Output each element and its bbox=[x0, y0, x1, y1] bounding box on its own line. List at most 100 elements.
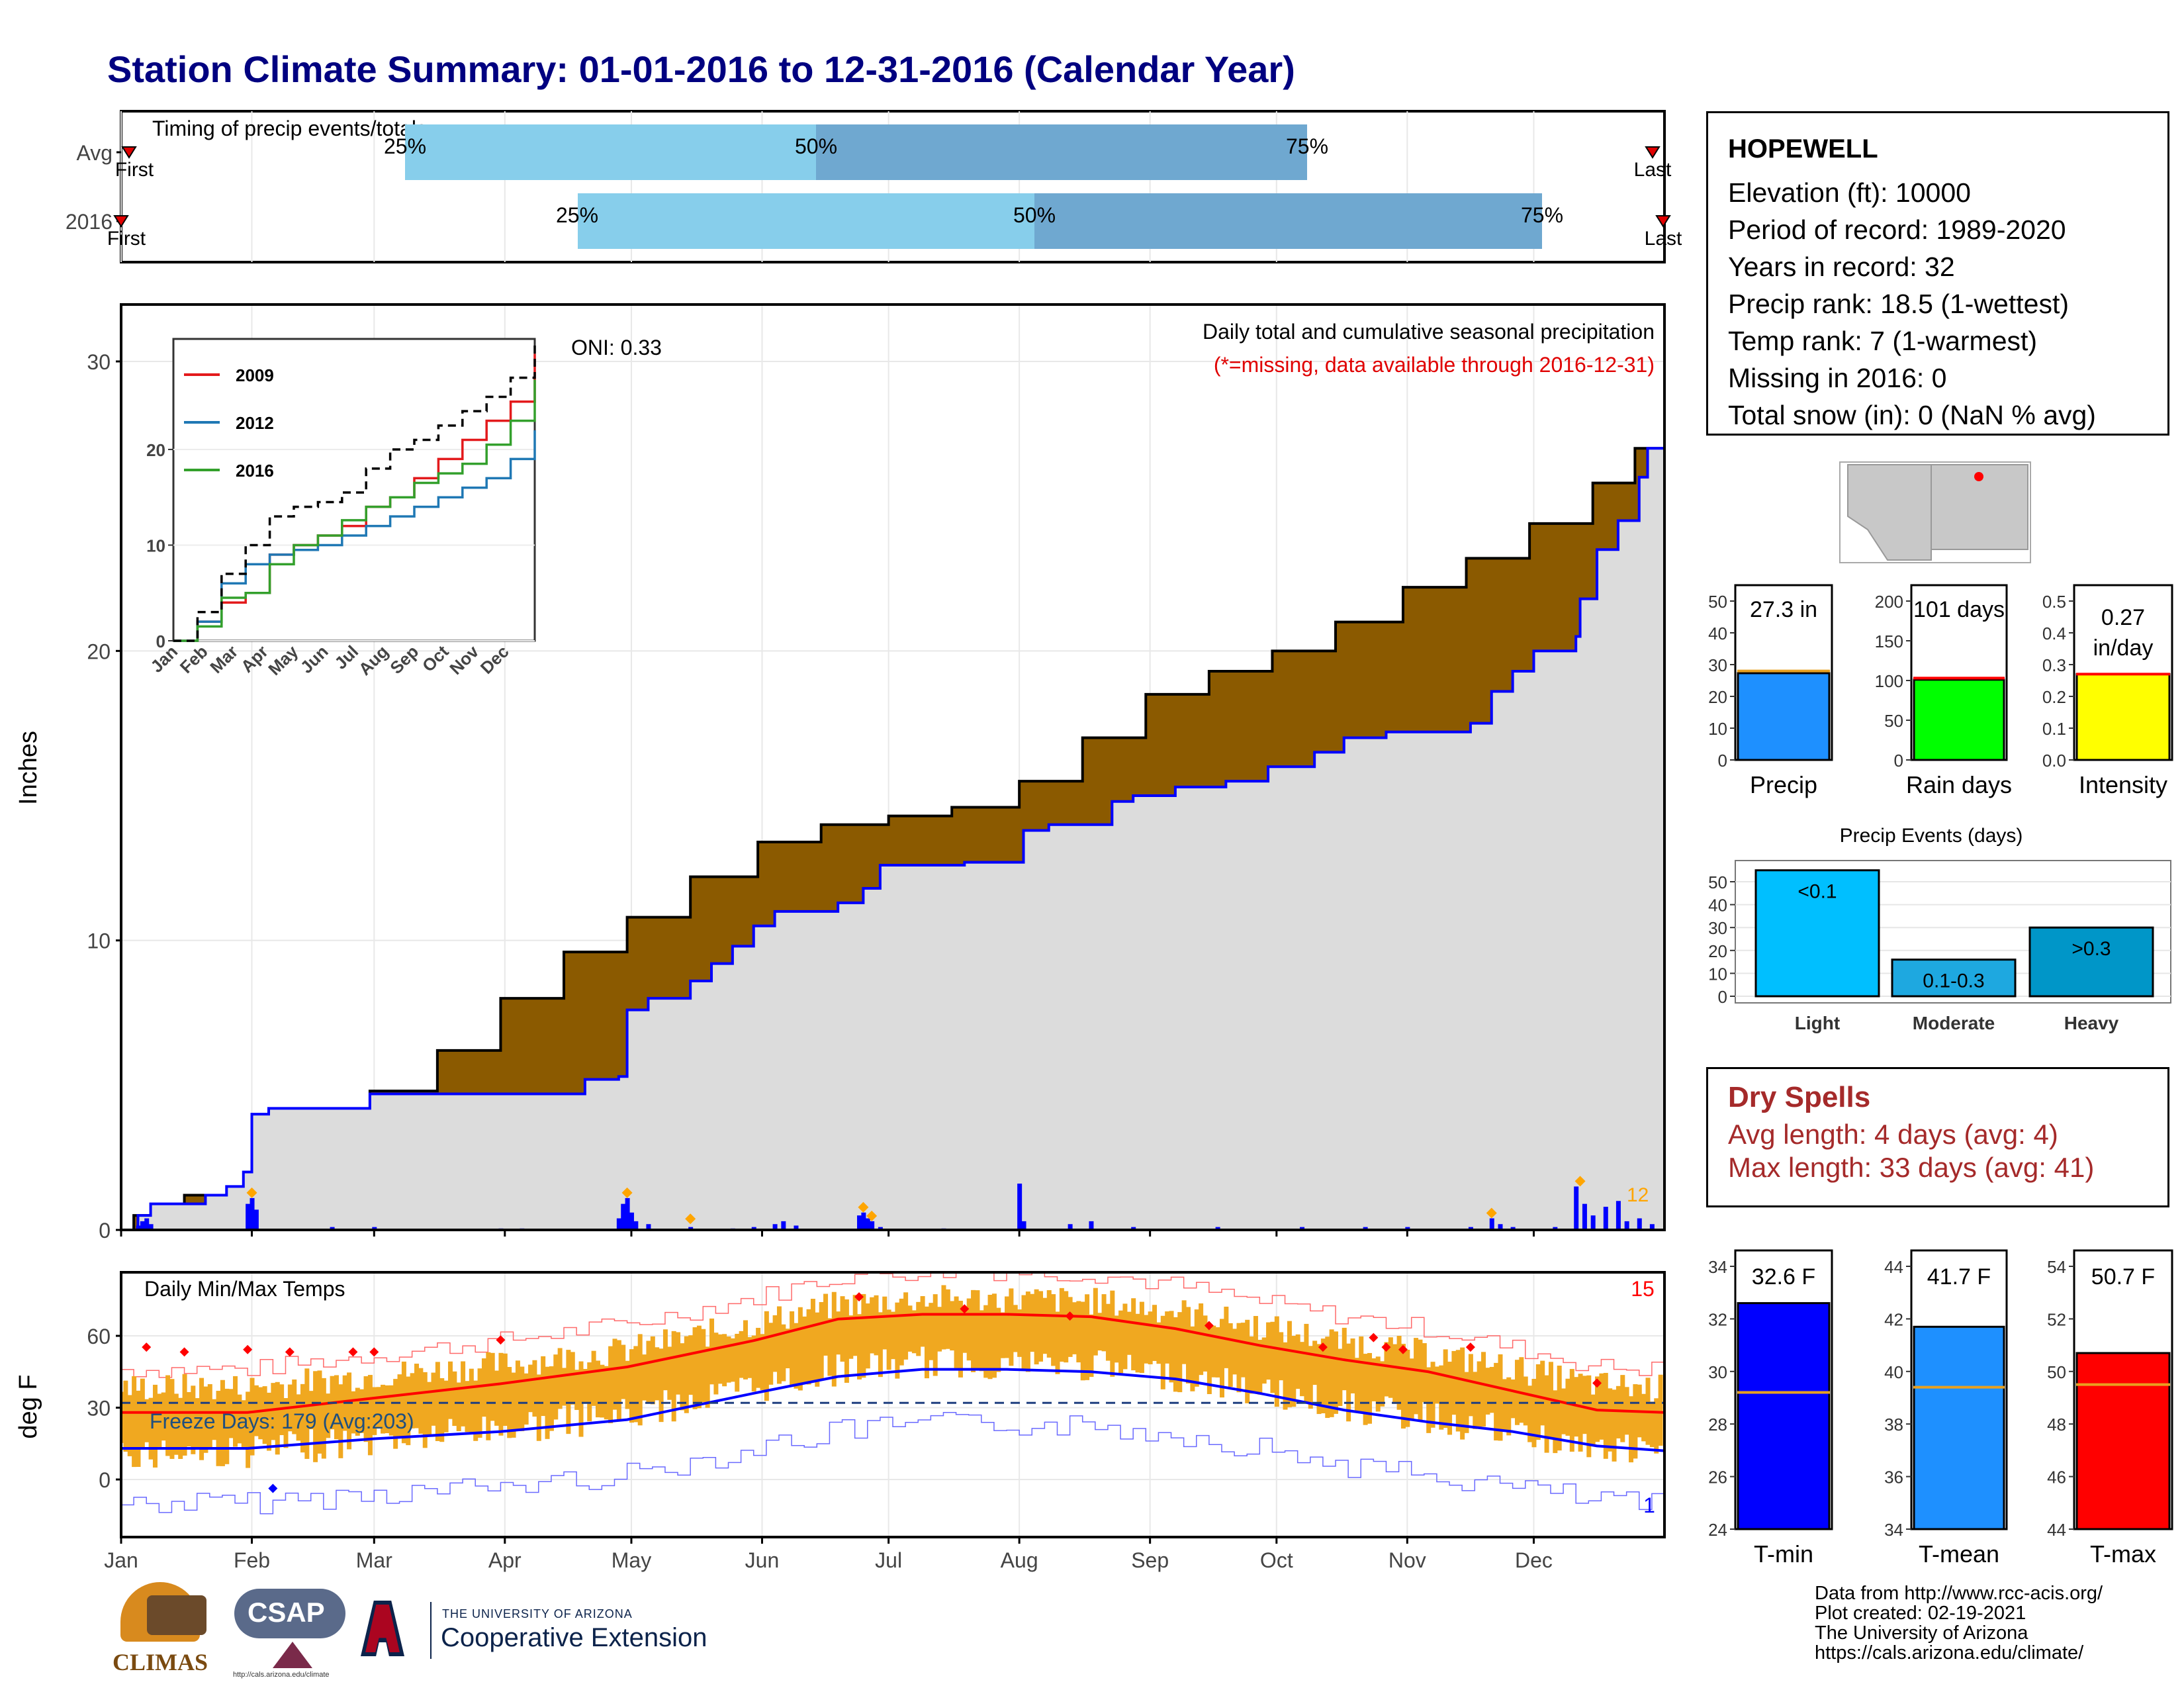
tmin-ytick-label: 32 bbox=[1708, 1309, 1727, 1329]
daily-temp-range-bar bbox=[1300, 1342, 1305, 1397]
daily-temp-range-bar bbox=[1126, 1311, 1132, 1355]
cumulative-panel-frame bbox=[120, 303, 1666, 1231]
daily-temp-range-bar bbox=[705, 1346, 710, 1408]
csap-logo[interactable]: CSAP http://cals.arizona.edu/climate bbox=[233, 1589, 349, 1681]
daily-temp-range-bar bbox=[1181, 1300, 1187, 1364]
daily-temp-range-bar bbox=[688, 1335, 694, 1395]
ua-small-text: THE UNIVERSITY OF ARIZONA bbox=[442, 1607, 633, 1620]
daily-temp-range-bar bbox=[1451, 1350, 1457, 1415]
daily-temp-range-bar bbox=[676, 1332, 681, 1395]
daily-temp-range-bar bbox=[760, 1334, 765, 1390]
ua-a-logo-icon[interactable] bbox=[361, 1601, 407, 1660]
daily-temp-range-bar bbox=[216, 1391, 221, 1466]
daily-temp-range-bar bbox=[148, 1397, 154, 1460]
daily-temp-range-bar bbox=[486, 1352, 491, 1440]
daily-temp-range-bar bbox=[600, 1364, 605, 1418]
daily-precip-bar bbox=[1363, 1227, 1368, 1230]
daily-temp-range-bar bbox=[1287, 1321, 1292, 1407]
daily-temp-range-bar bbox=[123, 1380, 128, 1452]
daily-temp-range-bar bbox=[250, 1378, 255, 1456]
daily-temp-range-bar bbox=[439, 1378, 445, 1442]
daily-temp-range-bar bbox=[498, 1352, 504, 1436]
daily-temp-range-bar bbox=[388, 1385, 394, 1436]
daily-temp-range-bar bbox=[136, 1390, 141, 1467]
daily-temp-range-bar bbox=[515, 1360, 520, 1430]
month-xtick-label: Dec bbox=[1515, 1548, 1553, 1572]
timing-percent-label: 75% bbox=[1521, 203, 1563, 227]
tmin-ytick-label: 24 bbox=[1708, 1520, 1727, 1540]
daily-temp-range-bar bbox=[140, 1378, 145, 1449]
daily-temp-range-bar bbox=[680, 1343, 685, 1411]
daily-temp-range-bar bbox=[991, 1293, 997, 1378]
daily-temp-range-bar bbox=[1224, 1306, 1229, 1368]
daily-temp-range-bar bbox=[246, 1391, 251, 1468]
dry-spells-avg: Avg length: 4 days (avg: 4) bbox=[1728, 1119, 2058, 1150]
record-high-marker-icon bbox=[1381, 1342, 1391, 1352]
daily-temp-range-bar bbox=[1177, 1312, 1183, 1393]
oni-annotation: ONI: 0.33 bbox=[571, 336, 662, 359]
daily-temp-range-bar bbox=[903, 1292, 909, 1360]
daily-temp-range-bar bbox=[359, 1389, 365, 1433]
dry-spells-max: Max length: 33 days (avg: 41) bbox=[1728, 1152, 2095, 1183]
daily-temp-range-bar bbox=[414, 1364, 420, 1429]
daily-temp-range-bar bbox=[815, 1312, 820, 1387]
timing-percent-label: 50% bbox=[795, 134, 837, 158]
tmin-bar bbox=[1737, 1302, 1831, 1530]
record-high-marker-icon bbox=[1318, 1342, 1328, 1352]
daily-temp-range-bar bbox=[1291, 1336, 1297, 1407]
daily-temp-range-bar bbox=[595, 1360, 600, 1418]
daily-temp-range-bar bbox=[958, 1301, 963, 1378]
daily-precip-bar bbox=[616, 1218, 621, 1230]
daily-temp-range-bar bbox=[924, 1306, 929, 1379]
daily-temp-range-bar bbox=[1443, 1349, 1448, 1429]
daily-temp-range-bar bbox=[1211, 1325, 1216, 1378]
daily-temp-range-bar bbox=[671, 1331, 676, 1422]
missing-days-count: 12 bbox=[1627, 1184, 1649, 1206]
daily-temp-range-bar bbox=[785, 1329, 790, 1369]
inset-line-avg bbox=[173, 344, 536, 642]
daily-temp-range-bar bbox=[874, 1295, 879, 1356]
daily-temp-range-bar bbox=[465, 1381, 470, 1432]
daily-temp-range-bar bbox=[1350, 1338, 1355, 1393]
daily-temp-range-bar bbox=[827, 1318, 833, 1376]
daily-temp-range-bar bbox=[1274, 1316, 1279, 1407]
daily-temp-range-bar bbox=[1085, 1294, 1090, 1380]
record-high-marker-icon bbox=[1398, 1344, 1408, 1354]
climas-text: CLIMAS bbox=[113, 1649, 208, 1675]
daily-temp-range-bar bbox=[1144, 1315, 1149, 1364]
daily-precip-bar bbox=[857, 1215, 862, 1230]
locator-map-icon bbox=[1839, 461, 2031, 563]
month-xtick-label: Feb bbox=[234, 1548, 270, 1572]
daily-temp-range-bar bbox=[870, 1297, 875, 1354]
daily-precip-bar bbox=[1590, 1215, 1596, 1230]
daily-precip-bar bbox=[1574, 1186, 1579, 1230]
daily-temp-range-bar bbox=[831, 1291, 837, 1387]
daily-temp-range-bar bbox=[911, 1310, 917, 1354]
daily-temp-range-bar bbox=[376, 1387, 381, 1428]
daily-temp-range-bar bbox=[127, 1395, 132, 1456]
tmax-ytick-label: 48 bbox=[2047, 1415, 2066, 1434]
record-high-marker-icon bbox=[179, 1347, 189, 1357]
daily-temp-range-bar bbox=[574, 1370, 580, 1410]
daily-temp-range-bar bbox=[1064, 1291, 1069, 1363]
cumulative-ytick-label: 0 bbox=[99, 1219, 111, 1243]
climas-logo[interactable]: CLIMAS bbox=[107, 1582, 220, 1681]
daily-temp-range-bar bbox=[528, 1364, 533, 1413]
daily-temp-range-bar bbox=[1266, 1322, 1271, 1380]
timing-percent-label: 50% bbox=[1013, 203, 1056, 227]
inset-frame bbox=[172, 338, 536, 642]
inset-line-2012 bbox=[173, 430, 536, 642]
daily-temp-range-bar bbox=[1169, 1311, 1174, 1383]
temp-title: Daily Min/Max Temps bbox=[144, 1277, 345, 1301]
daily-temp-range-bar bbox=[502, 1353, 508, 1426]
daily-temp-range-bar bbox=[258, 1387, 263, 1440]
total_precip-ytick-label: 10 bbox=[1708, 719, 1727, 739]
daily-temp-range-bar bbox=[1615, 1385, 1621, 1438]
total_precip-bar bbox=[1737, 672, 1831, 761]
daily-temp-range-bar bbox=[161, 1392, 166, 1441]
daily-temp-range-bar bbox=[1654, 1398, 1659, 1454]
intensity-ytick-label: 0.5 bbox=[2042, 592, 2066, 612]
page-title: Station Climate Summary: 01-01-2016 to 1… bbox=[107, 48, 1295, 90]
daily-temp-range-bar bbox=[612, 1338, 617, 1410]
daily-temp-range-bar bbox=[1540, 1360, 1545, 1426]
